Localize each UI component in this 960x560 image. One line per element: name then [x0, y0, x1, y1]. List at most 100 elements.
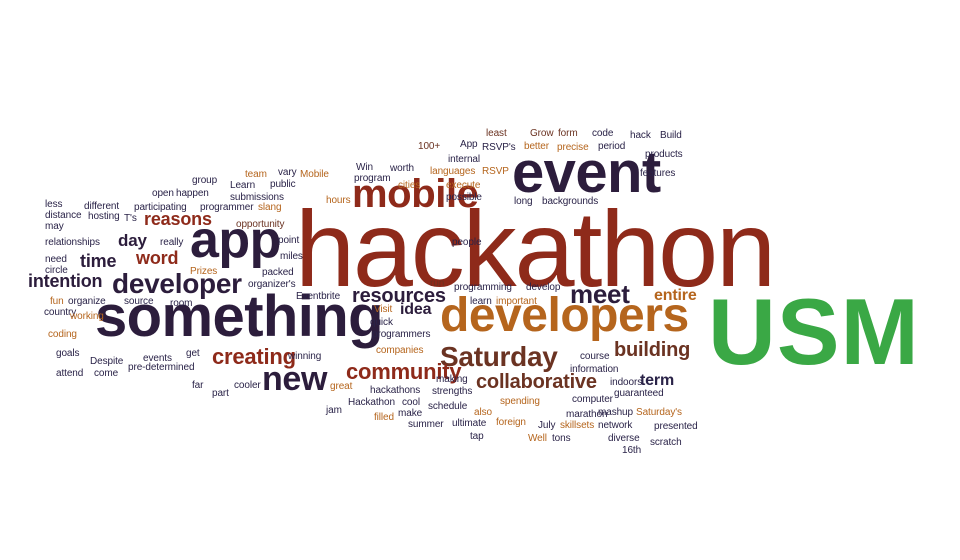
cloud-word: part [212, 388, 229, 399]
cloud-word: opportunity [236, 219, 285, 230]
cloud-word: resources [352, 285, 446, 307]
cloud-word: Build [660, 130, 682, 141]
cloud-word: attend [56, 368, 84, 379]
cloud-word: Grow [530, 128, 554, 139]
cloud-word: need [45, 254, 67, 265]
cloud-word: reasons [144, 209, 212, 229]
cloud-word: open [152, 188, 174, 199]
cloud-word: cooler [234, 380, 261, 391]
cloud-word: happen [176, 188, 209, 199]
cloud-word: mashup [598, 407, 633, 418]
cloud-word: meet [570, 279, 630, 309]
cloud-word: Saturday [440, 341, 558, 372]
cloud-word: 16th [622, 445, 642, 456]
cloud-word: submissions [230, 192, 284, 203]
cloud-word: idea [400, 301, 432, 318]
cloud-word: indoors [610, 377, 643, 388]
cloud-word: ultimate [452, 418, 487, 429]
cloud-word: event [512, 140, 661, 205]
cloud-word: relationships [45, 237, 100, 248]
cloud-word: community [346, 359, 462, 384]
cloud-word: building [614, 339, 691, 361]
cloud-word: cool [402, 397, 420, 408]
cloud-word: public [270, 179, 296, 190]
cloud-word: presented [654, 421, 698, 432]
cloud-word: participating [134, 202, 187, 213]
cloud-word: network [598, 420, 633, 431]
cloud-word: spending [500, 396, 540, 407]
cloud-word: RSVP [482, 166, 509, 177]
cloud-word: tons [552, 433, 571, 444]
cloud-word: information [570, 364, 619, 375]
cloud-word: circle [45, 265, 68, 276]
cloud-word: programming [454, 282, 512, 293]
usm-label: USM [708, 279, 920, 384]
cloud-word: packed [262, 267, 294, 278]
cloud-word: course [580, 351, 610, 362]
cloud-word: program [354, 173, 391, 184]
cloud-word: organize [68, 296, 106, 307]
cloud-word: hours [326, 195, 351, 206]
cloud-word: Saturday's [636, 407, 682, 418]
cloud-word: hosting [88, 211, 120, 222]
cloud-word: internal [448, 154, 480, 165]
cloud-word: come [94, 368, 119, 379]
cloud-word: creating [212, 344, 296, 369]
cloud-word: Win [356, 162, 373, 173]
cloud-word: working [70, 311, 104, 322]
cloud-word: computer [572, 394, 613, 405]
cloud-word: Well [528, 433, 547, 444]
cloud-word: something [95, 284, 384, 349]
cloud-word: RSVP's [482, 142, 516, 153]
cloud-word: skillsets [560, 420, 595, 431]
cloud-word: vary [278, 167, 297, 178]
cloud-word: fun [50, 296, 64, 307]
cloud-word: companies [376, 345, 424, 356]
cloud-word: intention [28, 271, 103, 291]
cloud-word: make [398, 408, 423, 419]
cloud-word: foreign [496, 417, 526, 428]
cloud-word: T's [124, 213, 137, 224]
cloud-word: term [640, 372, 675, 389]
cloud-word: country [44, 307, 77, 318]
cloud-word: programmers [372, 329, 431, 340]
cloud-word: pre-determined [128, 362, 195, 373]
cloud-word: Eventbrite [296, 291, 341, 302]
cloud-word: features [640, 168, 676, 179]
cloud-word: day [118, 231, 147, 250]
cloud-word: execute [446, 180, 481, 191]
cloud-word: marathon [566, 409, 608, 420]
cloud-word: worth [390, 163, 414, 174]
cloud-word: team [245, 169, 267, 180]
cloud-word: developer [112, 268, 242, 299]
cloud-word: hackathons [370, 385, 421, 396]
cloud-word: precise [557, 142, 589, 153]
cloud-word: diverse [608, 433, 640, 444]
cloud-word: events [143, 353, 172, 364]
cloud-word: really [160, 237, 184, 248]
cloud-word: better [524, 141, 549, 152]
cloud-word: winning [288, 351, 322, 362]
cloud-word: Hackathon [348, 397, 395, 408]
cloud-word: 100+ [418, 141, 441, 152]
cloud-word: products [645, 149, 683, 160]
cloud-word: filled [374, 412, 394, 423]
cloud-word: miles [280, 251, 303, 262]
cloud-word: Prizes [190, 266, 218, 277]
cloud-word: get [186, 348, 200, 359]
cloud-word: hackathon [295, 188, 776, 309]
cloud-word: developers [440, 289, 689, 342]
cloud-word: backgrounds [542, 196, 599, 207]
cloud-word: learn [470, 296, 492, 307]
cloud-word: Mobile [300, 169, 329, 180]
cloud-word: Learn [230, 180, 256, 191]
cloud-word: jam [326, 405, 342, 416]
cloud-word: coding [48, 329, 77, 340]
cloud-word: people [452, 237, 482, 248]
cloud-word: time [80, 251, 117, 271]
cloud-word: point [278, 235, 300, 246]
cloud-word: room [170, 298, 193, 309]
cloud-word: group [192, 175, 218, 186]
cloud-word: possible [446, 192, 482, 203]
